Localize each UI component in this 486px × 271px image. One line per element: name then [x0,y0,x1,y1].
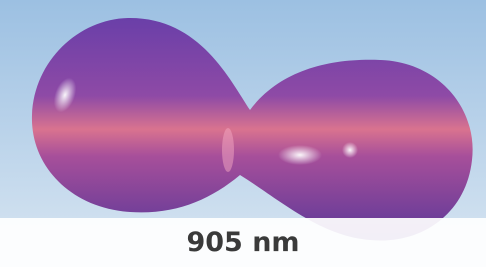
image-frame: 905 nm [0,0,486,267]
caption: 905 nm [0,218,486,267]
